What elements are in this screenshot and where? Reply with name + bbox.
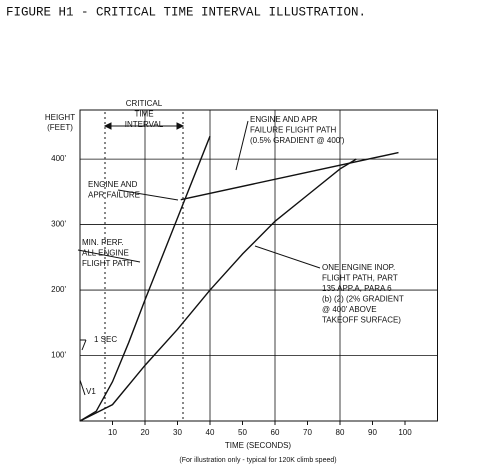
annotation: FLIGHT PATH xyxy=(82,259,133,268)
x-tick-label: 30 xyxy=(173,428,182,437)
annotation: CRITICAL xyxy=(126,99,163,108)
y-axis-label: (FEET) xyxy=(47,123,73,132)
plot-frame xyxy=(79,109,438,422)
annotation: (0.5% GRADIENT @ 400') xyxy=(250,136,345,145)
x-tick-label: 50 xyxy=(238,428,247,437)
flight-path xyxy=(79,158,357,422)
annotation: ALL ENGINE xyxy=(82,249,129,258)
y-axis-label: HEIGHT xyxy=(45,113,75,122)
y-tick-label: 300' xyxy=(51,220,66,229)
chart-title: FIGURE H1 - CRITICAL TIME INTERVAL ILLUS… xyxy=(6,5,366,19)
annotation: INTERVAL xyxy=(125,120,164,129)
annotation: V1 xyxy=(86,387,96,396)
flight-path xyxy=(79,135,211,422)
y-tick-label: 100' xyxy=(51,351,66,360)
annotation: ENGINE AND xyxy=(88,180,138,189)
annotation: 1 SEC xyxy=(94,335,117,344)
x-tick-label: 40 xyxy=(206,428,215,437)
annotation: (b) (2) (2% GRADIENT xyxy=(322,295,404,304)
annotation: MIN. PERF. xyxy=(82,238,124,247)
annotation: @ 400' ABOVE xyxy=(322,305,377,314)
annotation: FAILURE FLIGHT PATH xyxy=(250,126,336,135)
annotation: 135 APP.A, PARA 6 xyxy=(322,284,392,293)
annotation: APR FAILURE xyxy=(88,191,140,200)
annotation: TAKEOFF SURFACE) xyxy=(322,316,401,325)
annotation: FLIGHT PATH, PART xyxy=(322,274,398,283)
leader-lines xyxy=(77,120,321,396)
x-tick-label: 80 xyxy=(336,428,345,437)
x-tick-label: 90 xyxy=(368,428,377,437)
x-tick-label: 20 xyxy=(141,428,150,437)
annotation: ONE ENGINE INOP. xyxy=(322,263,395,272)
x-tick-label: 60 xyxy=(271,428,280,437)
x-tick-label: 10 xyxy=(108,428,117,437)
subtitle: (For illustration only - typical for 120… xyxy=(179,457,336,464)
annotation: ENGINE AND APR xyxy=(250,115,318,124)
x-axis-label: TIME (SECONDS) xyxy=(225,441,292,450)
x-tick-label: 100 xyxy=(398,428,412,437)
y-tick-label: 200' xyxy=(51,285,66,294)
interval-arrow xyxy=(103,122,185,130)
flight-path xyxy=(180,151,399,201)
y-tick-label: 400' xyxy=(51,154,66,163)
annotation: TIME xyxy=(134,110,153,119)
x-tick-label: 70 xyxy=(303,428,312,437)
